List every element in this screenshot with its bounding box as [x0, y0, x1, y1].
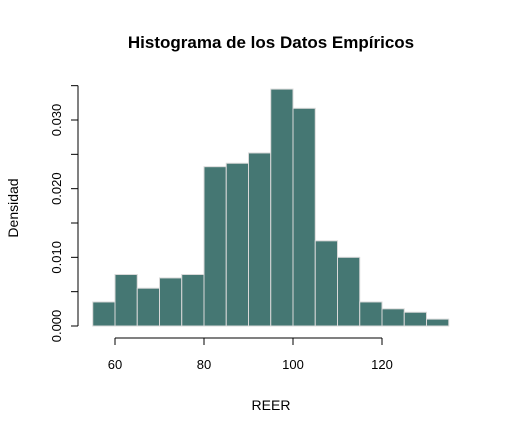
histogram-bar-85-90: [225, 162, 249, 327]
y-axis-label: Densidad: [5, 178, 21, 237]
x-tick-label: 60: [108, 357, 122, 372]
histogram-bar-125-130: [403, 311, 427, 327]
histogram-bar-90-95: [248, 152, 272, 327]
histogram-bar-110-115: [337, 256, 361, 327]
x-tick-label: 100: [282, 357, 304, 372]
histogram-bar-60-65: [114, 274, 138, 327]
histogram-bar-70-75: [159, 277, 183, 327]
histogram-bar-100-105: [292, 107, 316, 327]
histogram-bar-105-110: [314, 240, 338, 327]
y-tick-label: 0.020: [49, 172, 64, 205]
histogram-bar-95-100: [270, 88, 294, 327]
histogram-bar-130-135: [426, 318, 450, 327]
histogram-bar-80-85: [203, 166, 227, 327]
y-tick-label: 0.010: [49, 241, 64, 274]
bars-group: [92, 88, 450, 327]
chart-title: Histograma de los Datos Empíricos: [128, 33, 414, 52]
histogram-bar-75-80: [181, 274, 205, 327]
y-tick-label: 0.000: [49, 310, 64, 343]
histogram-bar-120-125: [381, 308, 405, 327]
x-tick-label: 120: [371, 357, 393, 372]
x-tick-label: 80: [197, 357, 211, 372]
histogram-bar-115-120: [359, 301, 383, 327]
histogram-bar-65-70: [136, 287, 160, 327]
y-tick-label: 0.030: [49, 104, 64, 137]
x-axis: 60 80 100 120: [108, 337, 393, 372]
y-axis: 0.000 0.010 0.020 0.030: [49, 85, 79, 343]
histogram-bar-55-60: [92, 301, 116, 327]
x-axis-label: REER: [252, 397, 291, 413]
